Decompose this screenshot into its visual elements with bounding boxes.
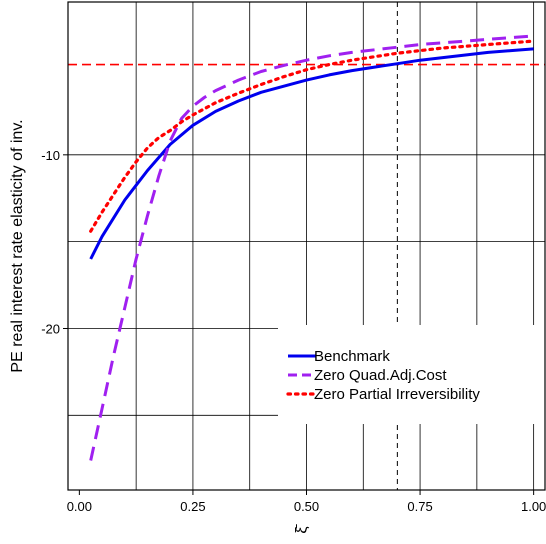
y-tick-label: -20	[41, 321, 60, 336]
series-layer	[89, 34, 536, 461]
y-axis-ticks: -10 -20	[41, 148, 68, 336]
x-tick-label: 1.00	[521, 499, 546, 514]
series-line	[89, 47, 534, 260]
x-axis-ticks: 0.00 0.25 0.50 0.75 1.00	[67, 490, 546, 514]
legend-box	[278, 325, 545, 424]
series-line	[89, 34, 534, 461]
x-tick-label: 0.00	[67, 499, 92, 514]
y-axis-label: PE real interest rate elasticity of inv.	[9, 119, 26, 372]
series-line	[89, 39, 536, 233]
y-tick-label: -10	[41, 148, 60, 163]
legend: Benchmark Zero Quad.Adj.Cost Zero Partial …	[286, 348, 480, 403]
grid	[68, 2, 545, 490]
legend-label: Benchmark	[314, 348, 390, 365]
x-axis-label: ξ̄	[294, 523, 311, 533]
x-tick-label: 0.25	[180, 499, 205, 514]
x-tick-label: 0.50	[294, 499, 319, 514]
x-tick-label: 0.75	[407, 499, 432, 514]
legend-label: Zero Partial Irreversibility	[314, 386, 480, 403]
legend-label: Zero Quad.Adj.Cost	[314, 367, 447, 384]
